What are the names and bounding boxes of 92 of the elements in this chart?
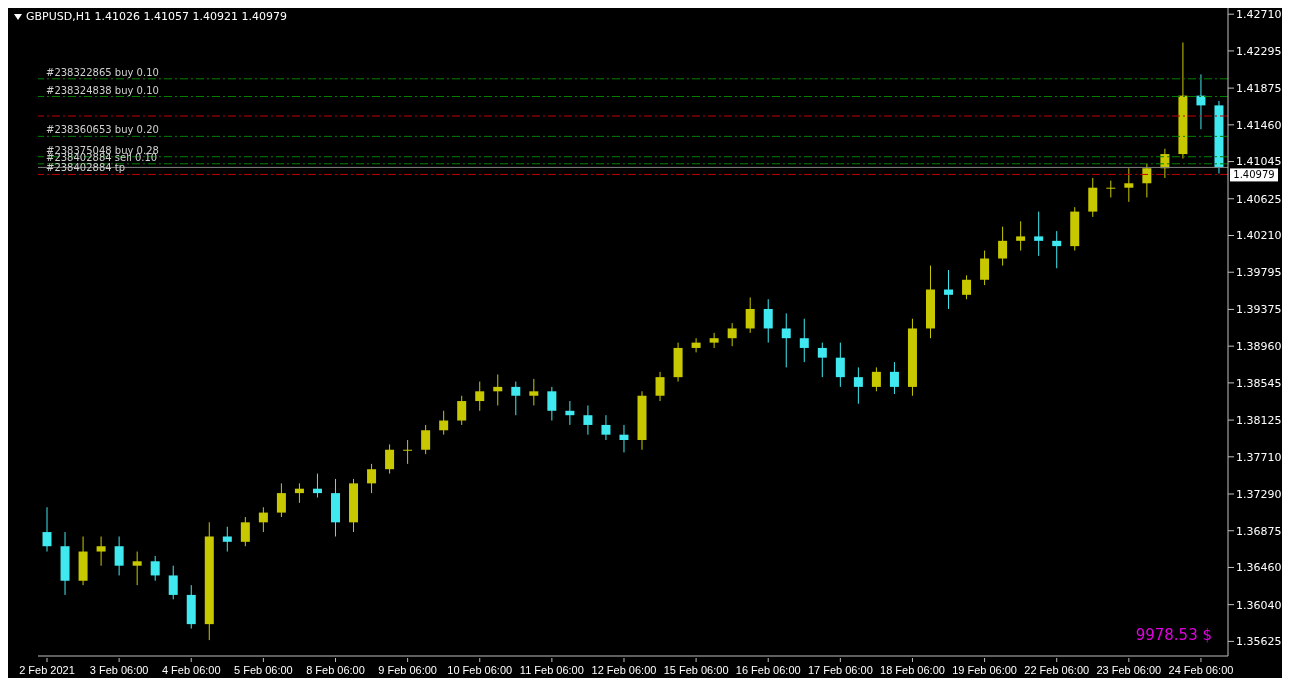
candlestick <box>871 366 881 392</box>
y-tick-label: 1.38125 <box>1236 413 1282 427</box>
candlestick <box>114 535 124 576</box>
y-tick-label: 1.42295 <box>1236 44 1282 58</box>
ref-line-label: #238360653 buy 0.20 <box>46 124 159 136</box>
candlestick <box>1124 167 1134 203</box>
candlestick <box>853 366 863 405</box>
x-tick-label: 8 Feb 06:00 <box>306 664 365 676</box>
candlestick <box>944 269 954 310</box>
chart-title: GBPUSD,H1 1.41026 1.41057 1.40921 1.40979 <box>26 10 287 23</box>
y-tick-label: 1.41460 <box>1236 118 1282 132</box>
candlestick <box>763 298 773 344</box>
candlestick <box>1088 177 1098 218</box>
x-tick-label: 2 Feb 2021 <box>19 664 75 676</box>
candlestick <box>240 516 250 547</box>
candlestick <box>889 361 899 395</box>
x-tick-label: 24 Feb 06:00 <box>1168 664 1234 676</box>
candlestick <box>511 381 521 416</box>
candlestick <box>475 381 485 412</box>
x-tick-label: 22 Feb 06:00 <box>1024 664 1090 676</box>
candlestick <box>745 296 755 334</box>
x-tick-label: 11 Feb 06:00 <box>519 664 584 676</box>
x-tick-label: 3 Feb 06:00 <box>89 664 149 676</box>
candlestick <box>529 378 539 406</box>
y-tick-label: 1.40625 <box>1236 192 1282 206</box>
candlestick <box>385 443 395 475</box>
candlestick <box>781 312 791 368</box>
candlestick <box>565 400 575 426</box>
y-tick-label: 1.42710 <box>1236 8 1282 22</box>
candlestick <box>1142 163 1152 198</box>
candlestick <box>980 250 990 286</box>
candlestick <box>222 526 232 553</box>
candlestick <box>727 322 737 347</box>
candlestick <box>276 482 286 518</box>
candlestick <box>312 473 322 499</box>
ref-line-label: #238324838 buy 0.10 <box>46 84 159 96</box>
candlestick <box>421 424 431 455</box>
ref-line-label: 1.40979 <box>1233 169 1275 181</box>
candlestick <box>835 342 845 388</box>
y-tick-label: 1.40210 <box>1236 229 1282 243</box>
x-tick-label: 16 Feb 06:00 <box>735 664 801 676</box>
candlestick <box>601 414 611 441</box>
y-tick-label: 1.37710 <box>1236 450 1282 464</box>
x-tick-label: 19 Feb 06:00 <box>952 664 1018 676</box>
candlestick <box>1016 220 1026 252</box>
candlestick <box>998 226 1008 267</box>
candlestick <box>962 274 972 300</box>
candlestick <box>96 535 106 567</box>
ref-line-label: #238322865 buy 0.10 <box>46 66 159 78</box>
candlestick <box>547 386 557 422</box>
candlestick <box>709 332 719 349</box>
x-tick-label: 4 Feb 06:00 <box>161 664 221 676</box>
y-tick-label: 1.36040 <box>1236 598 1282 612</box>
x-tick-label: 10 Feb 06:00 <box>447 664 513 676</box>
candlestick <box>619 424 629 453</box>
candlestick <box>493 373 503 406</box>
x-tick-label: 5 Feb 06:00 <box>234 664 293 676</box>
candlestick <box>799 318 809 363</box>
y-tick-label: 1.41045 <box>1236 155 1282 169</box>
candlestick <box>367 463 377 494</box>
x-tick-label: 9 Feb 06:00 <box>378 664 437 676</box>
ref-line-label: #238402884 tp <box>46 162 126 174</box>
x-tick-label: 23 Feb 06:00 <box>1096 664 1162 676</box>
candlestick <box>655 371 665 402</box>
y-tick-label: 1.39375 <box>1236 303 1282 317</box>
annotation: 9978.53 $ <box>1135 626 1212 644</box>
x-tick-label: 17 Feb 06:00 <box>807 664 873 676</box>
candlestick <box>439 410 449 436</box>
x-tick-label: 15 Feb 06:00 <box>663 664 729 676</box>
y-tick-label: 1.38960 <box>1236 340 1282 354</box>
candlestick <box>1052 230 1062 269</box>
candlestick <box>403 439 413 465</box>
candlestick <box>691 337 701 353</box>
candlestick <box>294 482 304 504</box>
candlestick <box>1034 211 1044 257</box>
y-tick-label: 1.35625 <box>1236 635 1282 649</box>
x-tick-label: 18 Feb 06:00 <box>880 664 945 676</box>
candlestick <box>457 395 467 426</box>
y-tick-label: 1.36460 <box>1236 561 1282 575</box>
candlestick <box>42 506 52 553</box>
candlestick <box>258 506 268 533</box>
y-tick-label: 1.37290 <box>1236 487 1282 501</box>
candlestick <box>168 565 178 600</box>
candlestick <box>150 555 160 582</box>
y-tick-label: 1.36875 <box>1236 524 1282 538</box>
y-tick-label: 1.39795 <box>1236 266 1282 280</box>
candlestick <box>817 342 827 378</box>
candlestick <box>583 404 593 436</box>
x-tick-label: 12 Feb 06:00 <box>591 664 657 676</box>
y-tick-label: 1.38545 <box>1236 376 1282 390</box>
y-tick-label: 1.41875 <box>1236 82 1282 96</box>
candlestick <box>132 551 142 586</box>
